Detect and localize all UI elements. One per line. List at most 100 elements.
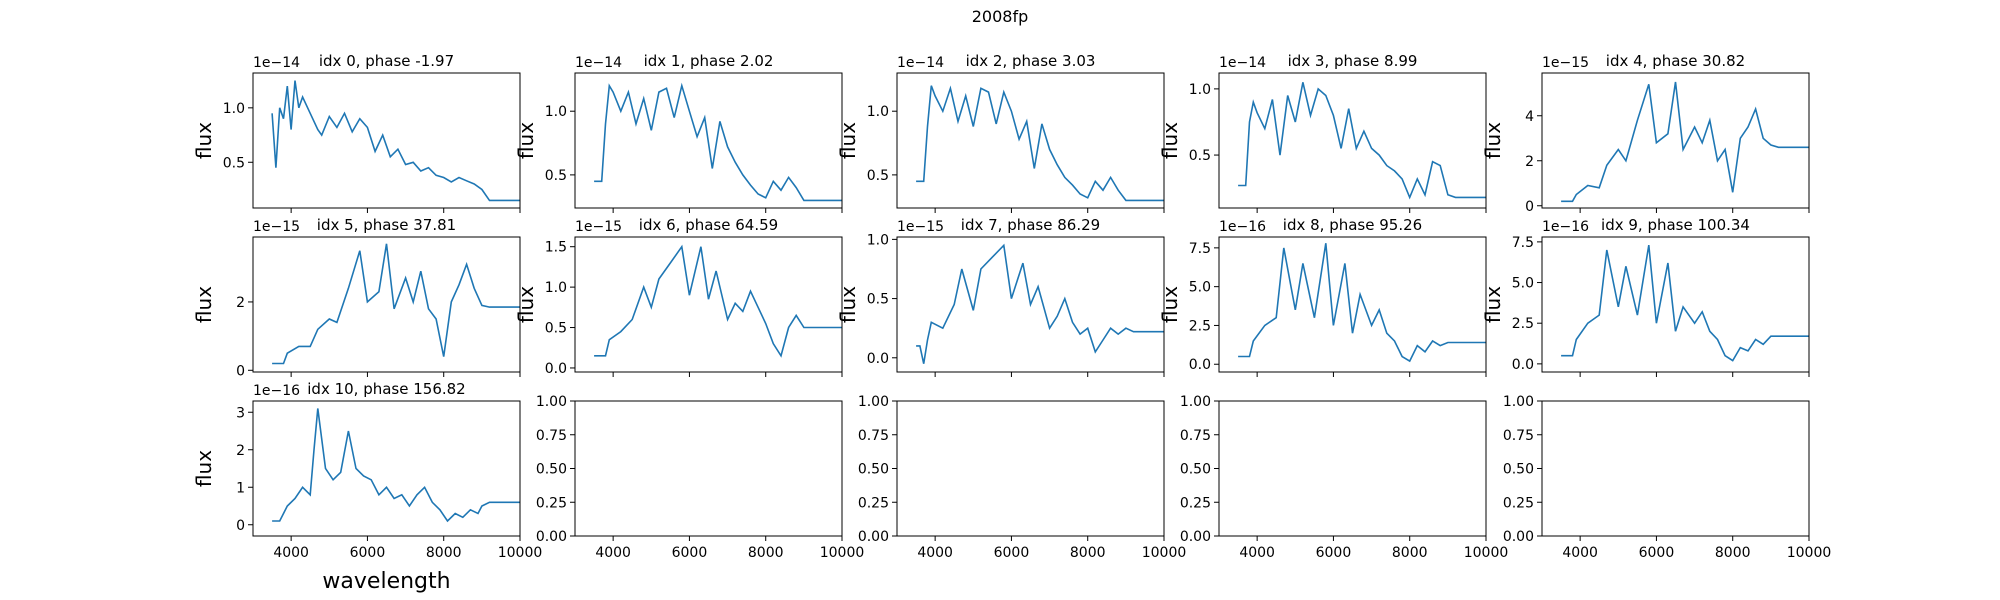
axes-frame bbox=[252, 236, 521, 373]
x-tick-label: 8000 bbox=[426, 545, 462, 561]
y-tick-label: 0.5 bbox=[545, 168, 567, 184]
empty-subplot-13: 4000 6000 8000 10000 0.00 0.25 0.50 0.75 1.00 bbox=[1180, 394, 1508, 561]
y-tick-label: 1.0 bbox=[223, 101, 245, 117]
axes-frame bbox=[1218, 72, 1487, 209]
y-tick-label: 0.50 bbox=[858, 462, 889, 478]
spectrum-line bbox=[1238, 82, 1486, 200]
y-axis-label: flux bbox=[514, 122, 538, 159]
spectrum-line bbox=[1238, 243, 1486, 363]
x-tick-label: 6000 bbox=[994, 545, 1030, 561]
axes-frame bbox=[574, 400, 843, 537]
y-tick-label: 0 bbox=[1525, 199, 1534, 215]
subplot-4: 0 2 4 idx 4, phase 30.82 1e−15 flux bbox=[1481, 52, 1810, 215]
subplot-title: idx 6, phase 64.59 bbox=[639, 216, 778, 234]
figure-title: 2008fp bbox=[972, 7, 1029, 26]
x-tick-label: 8000 bbox=[1715, 545, 1751, 561]
y-axis-label: flux bbox=[1158, 286, 1182, 323]
y-offset-text: 1e−14 bbox=[253, 55, 300, 71]
y-tick-label: 0.25 bbox=[1180, 495, 1211, 511]
y-tick-label: 1.5 bbox=[545, 240, 567, 256]
y-tick-label: 0.50 bbox=[536, 462, 567, 478]
y-tick-label: 1.0 bbox=[545, 280, 567, 296]
x-tick-label: 6000 bbox=[350, 545, 386, 561]
x-tick-label: 10000 bbox=[1787, 545, 1832, 561]
y-offset-text: 1e−15 bbox=[897, 219, 944, 235]
y-tick-label: 0.75 bbox=[858, 428, 889, 444]
axes-frame bbox=[252, 72, 521, 209]
y-offset-text: 1e−15 bbox=[253, 219, 300, 235]
spectrum-line bbox=[916, 243, 1164, 364]
subplot-5: 0 2 idx 5, phase 37.81 1e−15 flux bbox=[192, 216, 521, 379]
spectrum-line bbox=[272, 243, 520, 365]
subplot-0: 0.5 1.0 idx 0, phase -1.97 1e−14 flux bbox=[192, 52, 521, 213]
y-offset-text: 1e−15 bbox=[1542, 55, 1589, 71]
x-tick-label: 4000 bbox=[595, 545, 631, 561]
axes-frame bbox=[1541, 400, 1810, 537]
y-axis-label: flux bbox=[836, 122, 860, 159]
y-offset-text: 1e−16 bbox=[1542, 219, 1589, 235]
y-tick-label: 0.00 bbox=[1503, 529, 1534, 545]
y-tick-label: 0.0 bbox=[1512, 357, 1534, 373]
y-tick-label: 3 bbox=[236, 405, 245, 421]
y-tick-label: 1.0 bbox=[545, 104, 567, 120]
y-offset-text: 1e−15 bbox=[575, 219, 622, 235]
y-tick-label: 0.5 bbox=[867, 292, 889, 308]
x-tick-label: 4000 bbox=[273, 545, 309, 561]
y-tick-label: 0 bbox=[236, 363, 245, 379]
subplot-title: idx 10, phase 156.82 bbox=[307, 380, 465, 398]
x-tick-label: 10000 bbox=[820, 545, 865, 561]
y-tick-label: 0.00 bbox=[536, 529, 567, 545]
spectrum-line bbox=[1561, 244, 1809, 362]
y-offset-text: 1e−16 bbox=[253, 383, 300, 399]
y-tick-label: 2.5 bbox=[1512, 316, 1534, 332]
y-tick-label: 1.0 bbox=[867, 232, 889, 248]
subplot-title: idx 8, phase 95.26 bbox=[1283, 216, 1422, 234]
y-axis-label: flux bbox=[192, 286, 216, 323]
spectrum-line bbox=[271, 80, 520, 202]
subplot-title: idx 2, phase 3.03 bbox=[966, 52, 1096, 70]
y-tick-label: 0.5 bbox=[545, 321, 567, 337]
spectrum-line bbox=[1561, 81, 1809, 203]
y-tick-label: 0 bbox=[236, 518, 245, 534]
empty-subplot-11: 4000 6000 8000 10000 0.00 0.25 0.50 0.75 1.00 bbox=[536, 394, 864, 561]
y-tick-label: 0.00 bbox=[858, 529, 889, 545]
x-tick-label: 4000 bbox=[1562, 545, 1598, 561]
y-tick-label: 0.5 bbox=[223, 155, 245, 171]
subplot-title: idx 1, phase 2.02 bbox=[644, 52, 774, 70]
y-tick-label: 0.50 bbox=[1180, 462, 1211, 478]
x-tick-label: 10000 bbox=[1464, 545, 1509, 561]
y-tick-label: 0.75 bbox=[1180, 428, 1211, 444]
axes-frame bbox=[896, 72, 1165, 209]
y-tick-label: 0.0 bbox=[545, 361, 567, 377]
y-tick-label: 1 bbox=[236, 480, 245, 496]
y-tick-label: 7.5 bbox=[1189, 241, 1211, 257]
x-tick-label: 10000 bbox=[498, 545, 543, 561]
axes-frame bbox=[1218, 400, 1487, 537]
x-tick-label: 6000 bbox=[1316, 545, 1352, 561]
y-axis-label: flux bbox=[192, 122, 216, 159]
x-axis-label: wavelength bbox=[322, 569, 450, 594]
x-tick-label: 8000 bbox=[1392, 545, 1428, 561]
subplot-title: idx 9, phase 100.34 bbox=[1601, 216, 1750, 234]
y-tick-label: 0.00 bbox=[1180, 529, 1211, 545]
y-tick-label: 0.25 bbox=[1503, 495, 1534, 511]
x-tick-label: 6000 bbox=[672, 545, 708, 561]
y-offset-text: 1e−14 bbox=[575, 55, 622, 71]
y-tick-label: 2 bbox=[236, 443, 245, 459]
y-tick-label: 1.0 bbox=[1189, 82, 1211, 98]
subplot-2: 0.5 1.0 idx 2, phase 3.03 1e−14 flux bbox=[836, 52, 1165, 213]
y-tick-label: 0.50 bbox=[1503, 462, 1534, 478]
x-tick-label: 4000 bbox=[917, 545, 953, 561]
x-tick-label: 8000 bbox=[1070, 545, 1106, 561]
spectrum-line bbox=[916, 85, 1164, 202]
empty-subplot-14: 4000 6000 8000 10000 0.00 0.25 0.50 0.75 1.00 bbox=[1503, 394, 1831, 561]
axes-frame bbox=[1218, 236, 1487, 373]
subplot-title: idx 4, phase 30.82 bbox=[1606, 52, 1745, 70]
y-offset-text: 1e−14 bbox=[1219, 55, 1266, 71]
subplot-1: 0.5 1.0 idx 1, phase 2.02 1e−14 flux bbox=[514, 52, 843, 213]
axes-frame bbox=[1541, 236, 1810, 373]
y-tick-label: 0.0 bbox=[1189, 357, 1211, 373]
x-tick-label: 6000 bbox=[1639, 545, 1675, 561]
y-axis-label: flux bbox=[192, 450, 216, 487]
y-offset-text: 1e−14 bbox=[897, 55, 944, 71]
